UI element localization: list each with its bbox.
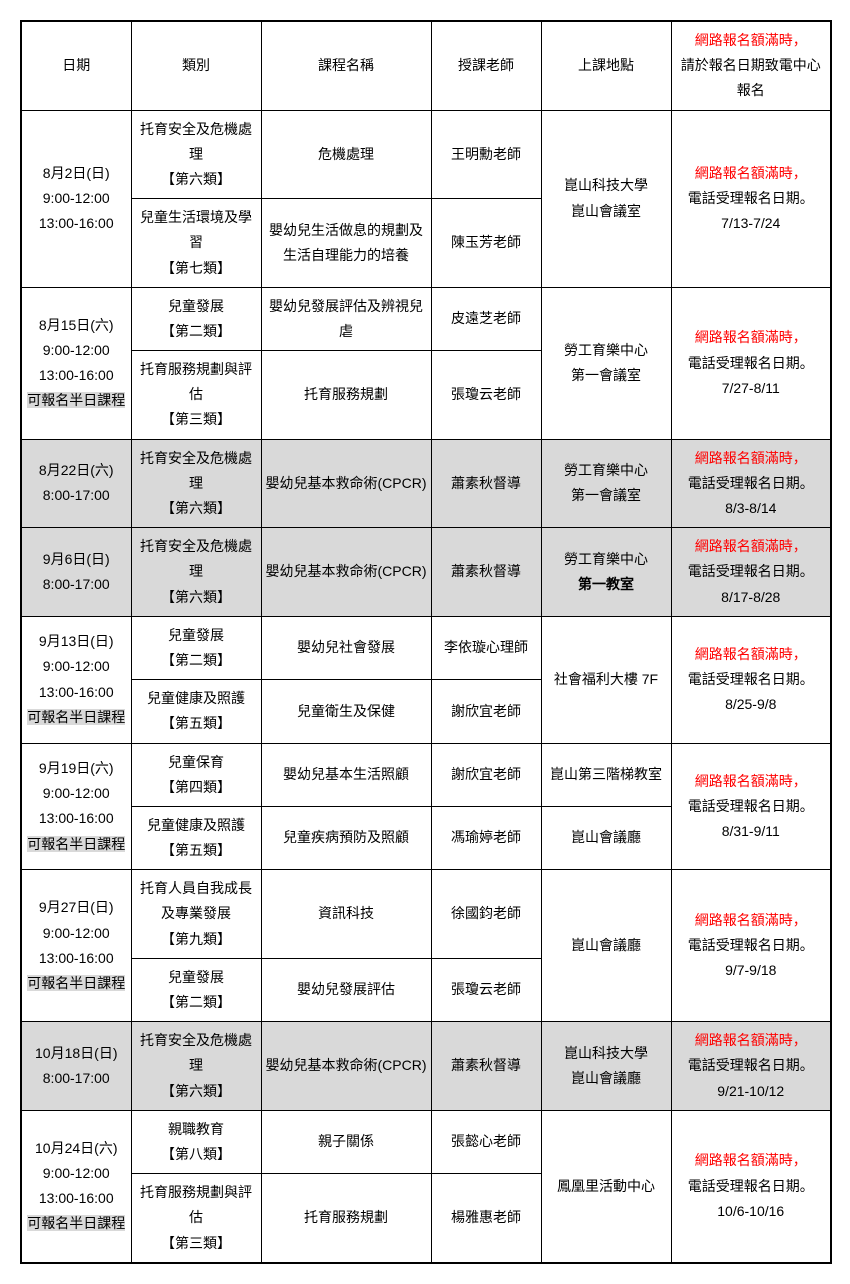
category-cell: 托育人員自我成長及專業發展【第九類】 bbox=[131, 870, 261, 959]
date-cell: 9月27日(日)9:00-12:0013:00-16:00可報名半日課程 bbox=[21, 870, 131, 1022]
course-cell: 嬰幼兒基本救命術(CPCR) bbox=[261, 439, 431, 528]
course-cell: 托育服務規劃 bbox=[261, 351, 431, 440]
category-cell: 兒童發展【第二類】 bbox=[131, 616, 261, 679]
category-cell: 兒童保育【第四類】 bbox=[131, 743, 261, 806]
location-cell: 鳳凰里活動中心 bbox=[541, 1110, 671, 1262]
header-course: 課程名稱 bbox=[261, 21, 431, 110]
course-cell: 托育服務規劃 bbox=[261, 1174, 431, 1263]
schedule-table: 日期類別課程名稱授課老師上課地點網路報名額滿時，請於報名日期致電中心報名 8月2日… bbox=[20, 20, 832, 1264]
date-cell: 8月22日(六)8:00-17:00 bbox=[21, 439, 131, 528]
category-cell: 托育安全及危機處理【第六類】 bbox=[131, 1022, 261, 1111]
header-note: 網路報名額滿時，請於報名日期致電中心報名 bbox=[671, 21, 831, 110]
course-cell: 兒童衛生及保健 bbox=[261, 680, 431, 743]
teacher-cell: 徐國鈞老師 bbox=[431, 870, 541, 959]
note-cell: 網路報名額滿時，電話受理報名日期。9/21-10/12 bbox=[671, 1022, 831, 1111]
course-cell: 嬰幼兒社會發展 bbox=[261, 616, 431, 679]
teacher-cell: 張瓊云老師 bbox=[431, 351, 541, 440]
location-cell: 崑山會議廳 bbox=[541, 870, 671, 1022]
location-cell: 勞工育樂中心第一教室 bbox=[541, 528, 671, 617]
date-cell: 8月2日(日)9:00-12:0013:00-16:00 bbox=[21, 110, 131, 287]
course-cell: 兒童疾病預防及照顧 bbox=[261, 806, 431, 869]
teacher-cell: 謝欣宜老師 bbox=[431, 743, 541, 806]
teacher-cell: 蕭素秋督導 bbox=[431, 1022, 541, 1111]
header-category: 類別 bbox=[131, 21, 261, 110]
category-cell: 托育安全及危機處理【第六類】 bbox=[131, 439, 261, 528]
course-cell: 嬰幼兒生活做息的規劃及生活自理能力的培養 bbox=[261, 199, 431, 288]
note-cell: 網路報名額滿時，電話受理報名日期。8/3-8/14 bbox=[671, 439, 831, 528]
header-teacher: 授課老師 bbox=[431, 21, 541, 110]
date-cell: 10月18日(日)8:00-17:00 bbox=[21, 1022, 131, 1111]
category-cell: 兒童發展【第二類】 bbox=[131, 287, 261, 350]
category-cell: 托育安全及危機處理【第六類】 bbox=[131, 110, 261, 199]
date-cell: 10月24日(六)9:00-12:0013:00-16:00可報名半日課程 bbox=[21, 1110, 131, 1262]
header-location: 上課地點 bbox=[541, 21, 671, 110]
location-cell: 崑山科技大學崑山會議廳 bbox=[541, 1022, 671, 1111]
teacher-cell: 楊雅惠老師 bbox=[431, 1174, 541, 1263]
course-cell: 嬰幼兒發展評估 bbox=[261, 958, 431, 1021]
header-date: 日期 bbox=[21, 21, 131, 110]
note-cell: 網路報名額滿時，電話受理報名日期。7/27-8/11 bbox=[671, 287, 831, 439]
note-cell: 網路報名額滿時，電話受理報名日期。8/17-8/28 bbox=[671, 528, 831, 617]
location-cell: 崑山第三階梯教室 bbox=[541, 743, 671, 806]
note-cell: 網路報名額滿時，電話受理報名日期。8/31-9/11 bbox=[671, 743, 831, 870]
date-cell: 9月13日(日)9:00-12:0013:00-16:00可報名半日課程 bbox=[21, 616, 131, 743]
note-cell: 網路報名額滿時，電話受理報名日期。10/6-10/16 bbox=[671, 1110, 831, 1262]
course-cell: 嬰幼兒基本救命術(CPCR) bbox=[261, 528, 431, 617]
category-cell: 托育服務規劃與評估【第三類】 bbox=[131, 1174, 261, 1263]
location-cell: 勞工育樂中心第一會議室 bbox=[541, 287, 671, 439]
category-cell: 托育服務規劃與評估【第三類】 bbox=[131, 351, 261, 440]
location-cell: 崑山科技大學崑山會議室 bbox=[541, 110, 671, 287]
date-cell: 9月19日(六)9:00-12:0013:00-16:00可報名半日課程 bbox=[21, 743, 131, 870]
teacher-cell: 蕭素秋督導 bbox=[431, 528, 541, 617]
teacher-cell: 謝欣宜老師 bbox=[431, 680, 541, 743]
teacher-cell: 蕭素秋督導 bbox=[431, 439, 541, 528]
date-cell: 9月6日(日)8:00-17:00 bbox=[21, 528, 131, 617]
category-cell: 兒童健康及照護【第五類】 bbox=[131, 680, 261, 743]
course-cell: 資訊科技 bbox=[261, 870, 431, 959]
category-cell: 兒童健康及照護【第五類】 bbox=[131, 806, 261, 869]
category-cell: 托育安全及危機處理【第六類】 bbox=[131, 528, 261, 617]
date-cell: 8月15日(六)9:00-12:0013:00-16:00可報名半日課程 bbox=[21, 287, 131, 439]
course-cell: 嬰幼兒基本生活照顧 bbox=[261, 743, 431, 806]
teacher-cell: 皮遠芝老師 bbox=[431, 287, 541, 350]
course-cell: 親子關係 bbox=[261, 1110, 431, 1173]
location-cell: 社會福利大樓 7F bbox=[541, 616, 671, 743]
category-cell: 親職教育【第八類】 bbox=[131, 1110, 261, 1173]
course-cell: 嬰幼兒發展評估及辨視兒虐 bbox=[261, 287, 431, 350]
teacher-cell: 張懿心老師 bbox=[431, 1110, 541, 1173]
category-cell: 兒童生活環境及學習【第七類】 bbox=[131, 199, 261, 288]
location-cell: 崑山會議廳 bbox=[541, 806, 671, 869]
teacher-cell: 王明勳老師 bbox=[431, 110, 541, 199]
course-cell: 危機處理 bbox=[261, 110, 431, 199]
note-cell: 網路報名額滿時，電話受理報名日期。8/25-9/8 bbox=[671, 616, 831, 743]
note-cell: 網路報名額滿時，電話受理報名日期。9/7-9/18 bbox=[671, 870, 831, 1022]
teacher-cell: 張瓊云老師 bbox=[431, 958, 541, 1021]
teacher-cell: 馮瑜婷老師 bbox=[431, 806, 541, 869]
note-cell: 網路報名額滿時，電話受理報名日期。7/13-7/24 bbox=[671, 110, 831, 287]
teacher-cell: 陳玉芳老師 bbox=[431, 199, 541, 288]
category-cell: 兒童發展【第二類】 bbox=[131, 958, 261, 1021]
location-cell: 勞工育樂中心第一會議室 bbox=[541, 439, 671, 528]
course-cell: 嬰幼兒基本救命術(CPCR) bbox=[261, 1022, 431, 1111]
teacher-cell: 李依璇心理師 bbox=[431, 616, 541, 679]
